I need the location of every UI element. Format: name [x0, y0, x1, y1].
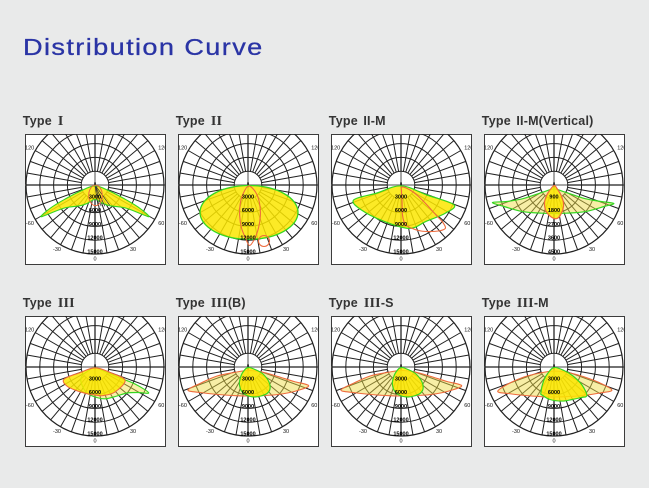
svg-text:120: 120 — [25, 327, 34, 333]
svg-text:9000: 9000 — [242, 222, 254, 228]
svg-text:6000: 6000 — [395, 390, 407, 396]
svg-text:12000: 12000 — [87, 236, 102, 242]
svg-text:-30: -30 — [206, 429, 214, 435]
svg-text:12000: 12000 — [240, 418, 255, 424]
svg-text:6000: 6000 — [395, 208, 407, 214]
svg-text:6000: 6000 — [89, 208, 101, 214]
svg-text:9000: 9000 — [395, 404, 407, 410]
svg-text:-60: -60 — [179, 403, 187, 409]
svg-text:900: 900 — [549, 194, 558, 200]
svg-text:-60: -60 — [26, 403, 34, 409]
svg-text:30: 30 — [130, 247, 136, 253]
svg-text:120: 120 — [331, 327, 340, 333]
svg-text:60: 60 — [311, 403, 317, 409]
svg-text:-30: -30 — [53, 429, 61, 435]
svg-text:0: 0 — [246, 256, 249, 262]
svg-text:12000: 12000 — [240, 236, 255, 242]
svg-text:6000: 6000 — [89, 390, 101, 396]
svg-text:120: 120 — [617, 327, 625, 333]
svg-text:30: 30 — [589, 429, 595, 435]
svg-text:0: 0 — [552, 256, 555, 262]
svg-text:120: 120 — [311, 145, 319, 151]
svg-text:-60: -60 — [179, 221, 187, 227]
svg-text:6000: 6000 — [242, 390, 254, 396]
svg-text:30: 30 — [283, 429, 289, 435]
svg-text:120: 120 — [311, 327, 319, 333]
svg-text:60: 60 — [617, 221, 623, 227]
svg-text:3000: 3000 — [89, 376, 101, 382]
svg-text:15000: 15000 — [393, 250, 408, 256]
svg-text:3000: 3000 — [242, 376, 254, 382]
svg-text:6000: 6000 — [242, 208, 254, 214]
svg-text:15000: 15000 — [87, 432, 102, 438]
svg-text:60: 60 — [311, 221, 317, 227]
svg-text:120: 120 — [158, 327, 166, 333]
svg-text:120: 120 — [178, 145, 187, 151]
svg-text:-60: -60 — [332, 221, 340, 227]
svg-text:15000: 15000 — [87, 250, 102, 256]
svg-text:12000: 12000 — [393, 418, 408, 424]
svg-text:-30: -30 — [512, 247, 520, 253]
svg-text:60: 60 — [158, 403, 164, 409]
svg-text:3000: 3000 — [89, 194, 101, 200]
svg-text:120: 120 — [464, 145, 472, 151]
svg-text:120: 120 — [484, 327, 493, 333]
svg-text:3000: 3000 — [548, 376, 560, 382]
svg-text:30: 30 — [436, 247, 442, 253]
svg-text:12000: 12000 — [546, 418, 561, 424]
svg-text:15000: 15000 — [393, 432, 408, 438]
svg-text:120: 120 — [158, 145, 166, 151]
svg-text:30: 30 — [589, 247, 595, 253]
svg-text:0: 0 — [399, 256, 402, 262]
svg-text:60: 60 — [158, 221, 164, 227]
svg-text:-60: -60 — [485, 221, 493, 227]
svg-text:30: 30 — [130, 429, 136, 435]
svg-text:-60: -60 — [26, 221, 34, 227]
svg-text:0: 0 — [246, 438, 249, 444]
svg-text:120: 120 — [484, 145, 493, 151]
svg-text:60: 60 — [464, 403, 470, 409]
svg-text:9000: 9000 — [548, 404, 560, 410]
svg-text:3000: 3000 — [242, 194, 254, 200]
svg-text:12000: 12000 — [87, 418, 102, 424]
svg-text:9000: 9000 — [89, 222, 101, 228]
svg-text:60: 60 — [464, 221, 470, 227]
svg-text:120: 120 — [25, 145, 34, 151]
svg-text:9000: 9000 — [89, 404, 101, 410]
svg-text:3600: 3600 — [548, 236, 560, 242]
svg-text:-60: -60 — [485, 403, 493, 409]
svg-text:6000: 6000 — [548, 390, 560, 396]
svg-text:3000: 3000 — [395, 376, 407, 382]
svg-text:-30: -30 — [359, 429, 367, 435]
svg-text:-60: -60 — [332, 403, 340, 409]
svg-text:120: 120 — [464, 327, 472, 333]
svg-text:-30: -30 — [53, 247, 61, 253]
svg-text:15000: 15000 — [240, 432, 255, 438]
svg-text:60: 60 — [617, 403, 623, 409]
svg-text:30: 30 — [283, 247, 289, 253]
svg-text:-30: -30 — [206, 247, 214, 253]
svg-text:2700: 2700 — [548, 222, 560, 228]
svg-text:120: 120 — [617, 145, 625, 151]
svg-text:120: 120 — [178, 327, 187, 333]
svg-text:15000: 15000 — [240, 250, 255, 256]
svg-text:4500: 4500 — [548, 250, 560, 256]
svg-text:120: 120 — [331, 145, 340, 151]
svg-text:-30: -30 — [359, 247, 367, 253]
svg-text:0: 0 — [552, 438, 555, 444]
svg-text:-30: -30 — [512, 429, 520, 435]
svg-text:3000: 3000 — [395, 194, 407, 200]
svg-text:1800: 1800 — [548, 208, 560, 214]
svg-text:30: 30 — [436, 429, 442, 435]
svg-text:15000: 15000 — [546, 432, 561, 438]
svg-text:0: 0 — [93, 256, 96, 262]
svg-text:9000: 9000 — [395, 222, 407, 228]
svg-text:12000: 12000 — [393, 236, 408, 242]
svg-text:9000: 9000 — [242, 404, 254, 410]
svg-text:0: 0 — [93, 438, 96, 444]
svg-text:0: 0 — [399, 438, 402, 444]
